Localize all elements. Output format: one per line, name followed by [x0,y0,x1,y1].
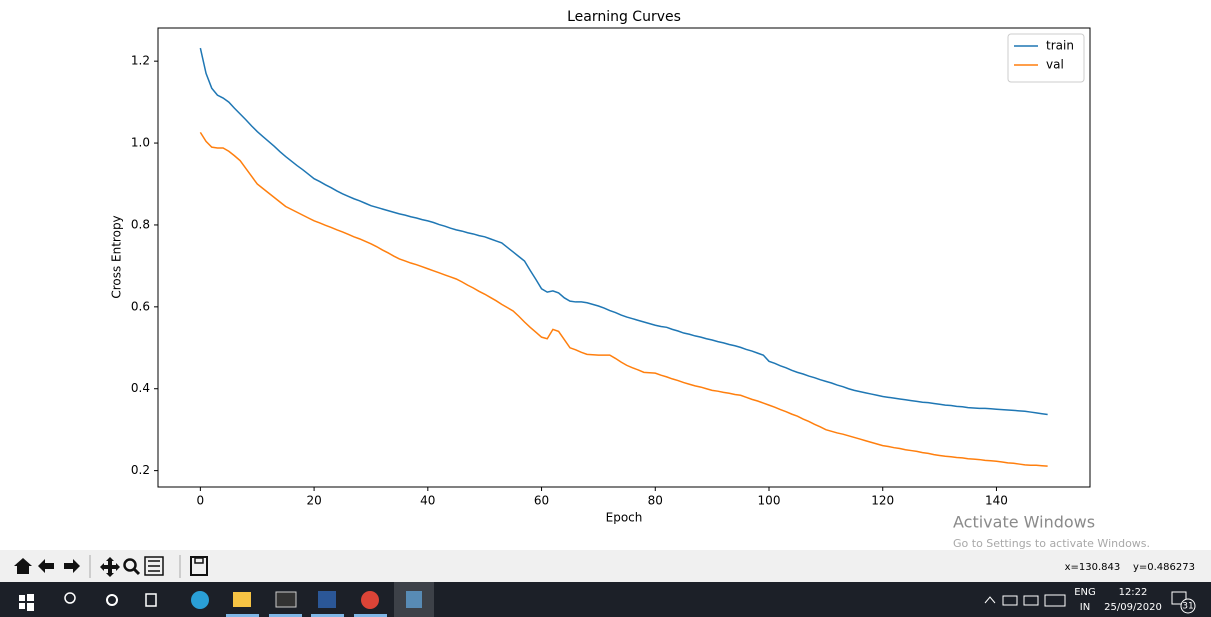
legend-label: val [1046,58,1064,72]
edge-icon[interactable] [191,591,209,609]
x-axis-label: Epoch [606,511,643,525]
chrome-icon[interactable] [361,591,379,609]
screen: {"chart_data": {"type": "line", "title":… [0,0,1211,617]
toolbar [0,550,1211,582]
x-tick-label: 60 [534,494,549,508]
x-tick-label: 20 [306,494,321,508]
tray-region: IN [1080,602,1090,613]
y-tick-label: 1.0 [131,136,150,150]
tray-date: 25/09/2020 [1104,602,1162,613]
tray-lang: ENG [1074,587,1096,598]
y-axis-label: Cross Entropy [110,215,124,298]
taskbar [0,582,1211,617]
tray-time: 12:22 [1119,587,1148,598]
notification-count: 31 [1182,602,1193,612]
x-tick-label: 80 [648,494,663,508]
x-tick-label: 120 [871,494,894,508]
y-tick-label: 0.6 [131,299,150,313]
active-app[interactable] [394,582,434,617]
terminal-icon[interactable] [276,592,296,607]
watermark-title: Activate Windows [953,513,1095,532]
x-tick-label: 100 [758,494,781,508]
window: Learning Curves Epoch Cross Entropy Acti… [0,0,1211,617]
y-tick-label: 1.2 [131,54,150,68]
y-tick-label: 0.2 [131,463,150,477]
explorer-icon[interactable] [233,592,251,607]
y-tick-label: 0.8 [131,217,150,231]
y-tick-label: 0.4 [131,381,150,395]
cursor-coords: x=130.843 y=0.486273 [1065,562,1195,573]
legend-label: train [1046,39,1074,53]
x-tick-label: 140 [985,494,1008,508]
word-icon[interactable] [318,591,336,608]
chart-title: Learning Curves [567,9,681,25]
x-tick-label: 40 [420,494,435,508]
watermark-subtitle: Go to Settings to activate Windows. [953,537,1150,550]
x-tick-label: 0 [197,494,205,508]
